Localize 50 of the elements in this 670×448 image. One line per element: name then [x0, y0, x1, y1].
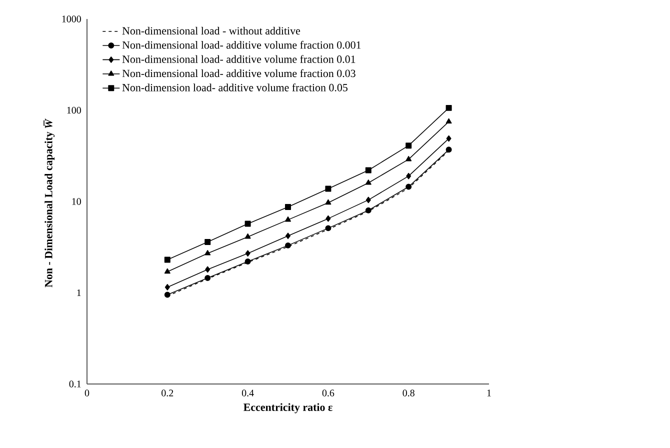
legend-label: Non-dimensional load- additive volume fraction 0.01 — [122, 55, 356, 63]
point — [406, 156, 412, 162]
point — [406, 142, 412, 149]
legend-label: Non-dimensional load- additive volume fraction 0.001 — [122, 40, 361, 49]
y-tick-label: 0.1 — [69, 380, 81, 388]
point — [326, 215, 331, 222]
point — [164, 268, 170, 274]
x-tick-label: 0.2 — [162, 390, 174, 396]
y-tick-label: 1000 — [62, 16, 81, 22]
point — [406, 172, 412, 180]
point — [446, 146, 452, 153]
point — [204, 275, 211, 282]
point — [366, 196, 371, 204]
point — [285, 204, 291, 210]
point — [244, 233, 251, 239]
point — [365, 207, 372, 214]
x-tick-label: 1 — [487, 390, 491, 396]
x-tick-label: 0.8 — [402, 390, 414, 396]
point — [244, 258, 251, 264]
point — [164, 256, 170, 263]
point — [205, 266, 210, 273]
point — [286, 232, 290, 240]
point — [244, 220, 251, 227]
point — [406, 184, 412, 190]
y-axis-title: Non - Dimensional Load capacity W̅ — [44, 118, 55, 288]
point — [204, 250, 211, 256]
y-tick-label: 1 — [77, 289, 81, 296]
legend-label: Non-dimension load- additive volume fraction 0.05 — [122, 83, 348, 92]
y-tick-label: 10 — [72, 198, 81, 205]
point — [325, 199, 332, 205]
x-tick-label: 0 — [84, 390, 90, 396]
y-tick-label: 100 — [67, 106, 81, 114]
legend-label: Non-dimensional load - without additive — [122, 26, 300, 35]
point — [285, 216, 291, 222]
x-tick-label: 0.6 — [322, 390, 334, 396]
point — [325, 225, 332, 232]
point — [325, 186, 332, 192]
point — [285, 242, 291, 248]
point — [164, 284, 170, 290]
point — [446, 135, 452, 142]
point — [245, 250, 250, 257]
point — [365, 167, 372, 174]
legend-label: Non-dimensional load- additive volume fraction 0.03 — [122, 69, 356, 78]
point — [446, 104, 452, 111]
x-tick-label: 0.4 — [242, 390, 254, 396]
point — [204, 239, 211, 245]
point — [365, 179, 372, 185]
x-axis-title: Eccentricity ratio ε — [244, 403, 332, 414]
point — [446, 118, 452, 124]
point — [164, 292, 170, 298]
